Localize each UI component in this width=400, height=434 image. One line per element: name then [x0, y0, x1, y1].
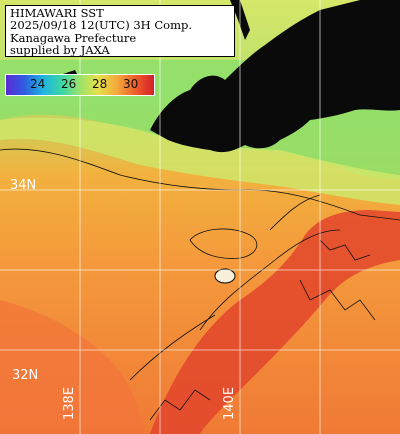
legend-label-30: 30 [123, 77, 139, 91]
legend-label-24: 24 [30, 77, 46, 91]
supplier-line: supplied by JAXA [10, 43, 110, 58]
legend-label-26: 26 [61, 77, 77, 91]
lat-label-32n: 32N [12, 368, 39, 383]
info-box: HIMAWARI SST 2025/09/18 12(UTC) 3H Comp.… [5, 5, 235, 57]
region-line: Kanagawa Prefecture [10, 30, 137, 45]
lat-label-34n: 34N [10, 178, 37, 193]
island [214, 268, 236, 284]
transition-water [0, 117, 400, 205]
title-line: HIMAWARI SST [10, 6, 104, 20]
color-legend: 24 26 28 30 [5, 74, 155, 96]
warm-water-southwest [0, 300, 145, 434]
lon-label-140e: 140E [222, 386, 237, 420]
land-mass-honshu [150, 0, 400, 153]
datetime-line: 2025/09/18 12(UTC) 3H Comp. [10, 18, 193, 33]
warm-current [150, 210, 400, 434]
legend-label-28: 28 [92, 77, 108, 91]
lon-label-138e: 138E [62, 386, 77, 420]
